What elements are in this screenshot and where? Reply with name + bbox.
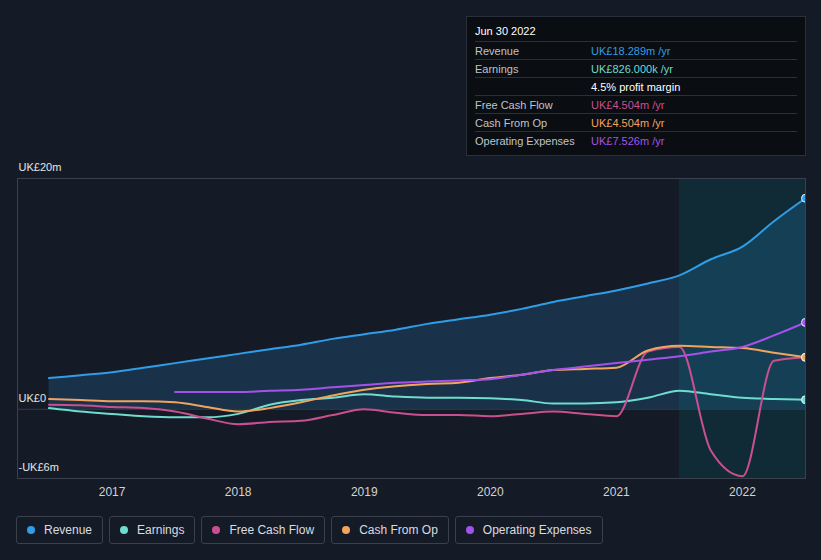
html-text:Revenue: Revenue — [475, 45, 519, 57]
html-text:Operating Expenses: Operating Expenses — [475, 135, 575, 147]
html-text:4.5% profit margin: 4.5% profit margin — [591, 81, 681, 93]
html-text:UK£4.504m /yr: UK£4.504m /yr — [591, 117, 665, 129]
svg-text:2020: 2020 — [477, 485, 504, 499]
html-text:UK£4.504m /yr: UK£4.504m /yr — [591, 99, 665, 111]
html-text:Earnings: Earnings — [137, 523, 185, 537]
svg-text:2021: 2021 — [603, 485, 630, 499]
svg-text:-UK£6m: -UK£6m — [19, 461, 59, 473]
svg-text:2022: 2022 — [729, 485, 756, 499]
html-text:Jun 30 2022: Jun 30 2022 — [475, 25, 536, 37]
html-text:Cash From Op: Cash From Op — [359, 523, 438, 537]
html-text:UK£18.289m /yr: UK£18.289m /yr — [591, 45, 671, 57]
html-text:UK£7.526m /yr: UK£7.526m /yr — [591, 135, 665, 147]
svg-text:UK£20m: UK£20m — [19, 161, 62, 173]
html-text:Free Cash Flow: Free Cash Flow — [229, 523, 315, 537]
html-text:Free Cash Flow: Free Cash Flow — [475, 99, 553, 111]
svg-text:UK£0: UK£0 — [19, 392, 47, 404]
html-text:Cash From Op: Cash From Op — [475, 117, 548, 129]
html-text:Operating Expenses: Operating Expenses — [482, 523, 592, 537]
html-text:UK£826.000k /yr: UK£826.000k /yr — [591, 63, 673, 75]
svg-text:2017: 2017 — [99, 485, 126, 499]
html-text:Earnings: Earnings — [475, 63, 519, 75]
svg-text:2018: 2018 — [225, 485, 252, 499]
html-text:Revenue: Revenue — [44, 523, 92, 537]
svg-text:2019: 2019 — [351, 485, 378, 499]
